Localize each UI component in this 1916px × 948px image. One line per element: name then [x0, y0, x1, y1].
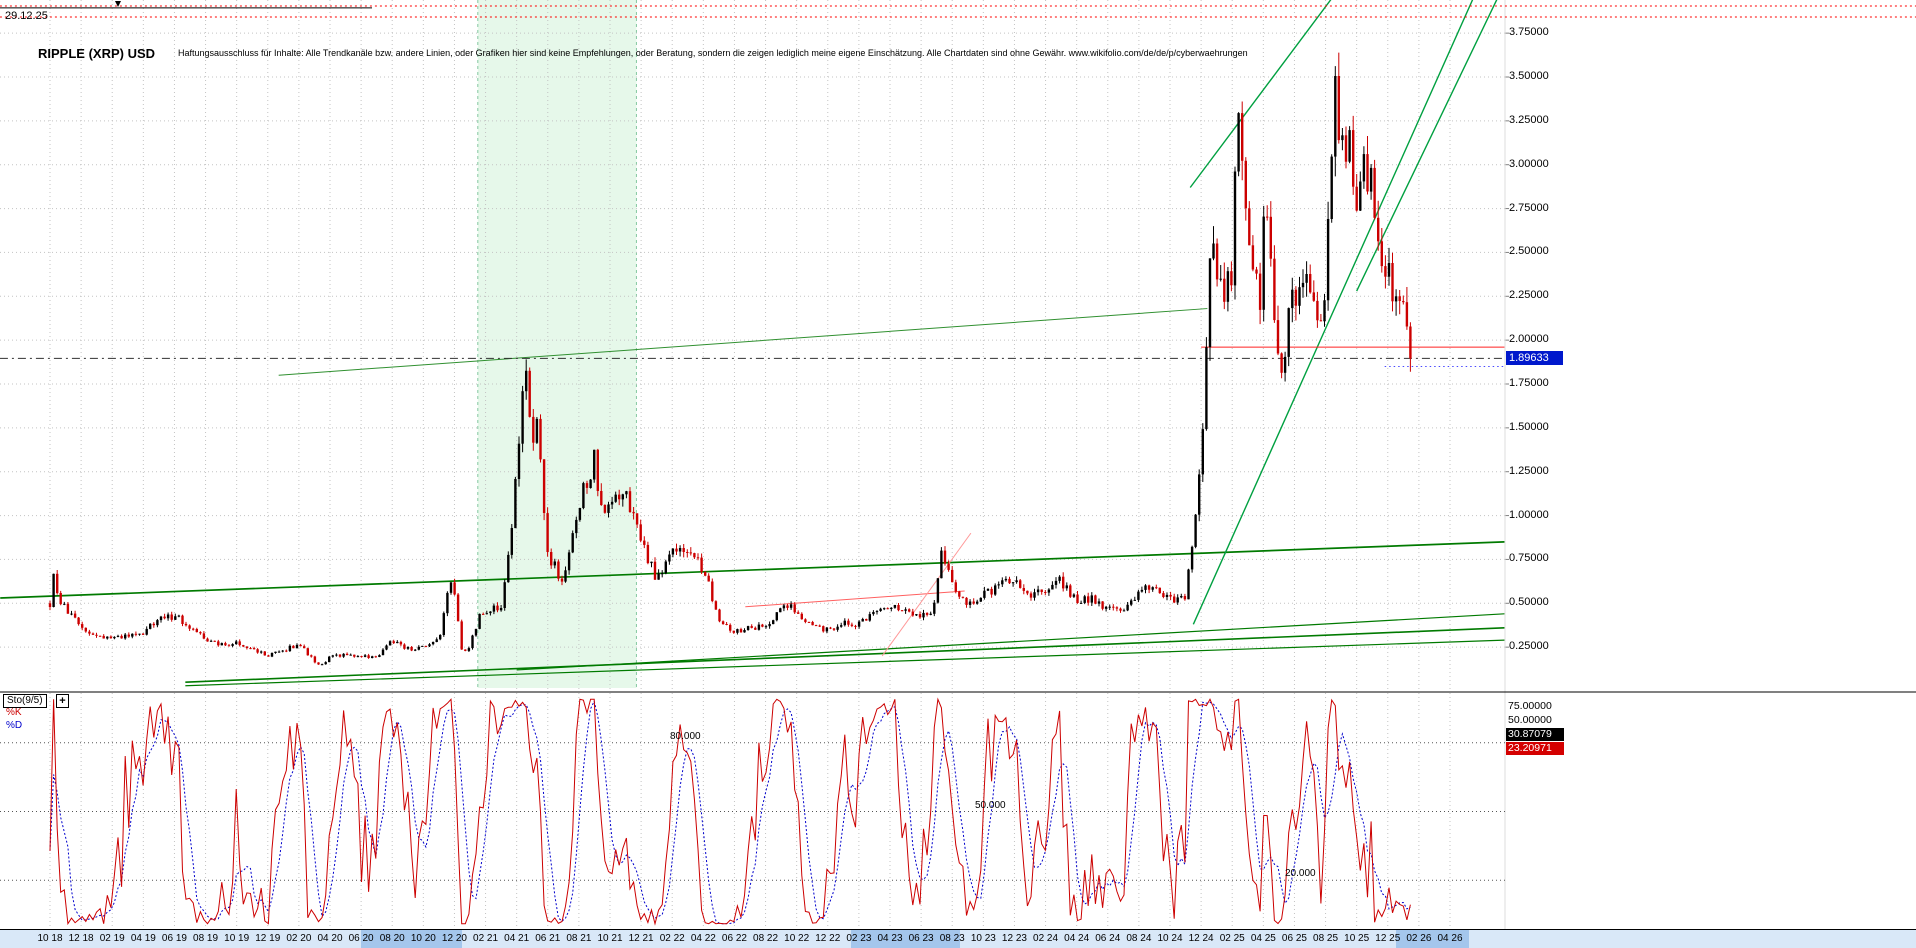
price-axis-label: 2.25000 [1509, 289, 1549, 302]
date-axis-label: 08 23 [939, 933, 965, 944]
date-axis-label: 04 19 [130, 933, 156, 944]
date-axis-label: 02 23 [846, 933, 872, 944]
date-axis-label: 06 25 [1281, 933, 1307, 944]
add-indicator-button[interactable]: + [56, 694, 69, 708]
gridlines [0, 0, 1509, 929]
date-axis-label: 10 20 [410, 933, 436, 944]
date-axis-label: 12 21 [628, 933, 654, 944]
date-axis-label: 12 24 [1188, 933, 1214, 944]
date-axis-label: 10 22 [784, 933, 810, 944]
date-axis-label: 12 25 [1375, 933, 1401, 944]
chart-date-label: 29.12.25 [5, 10, 48, 22]
date-axis-label: 06 20 [348, 933, 374, 944]
chart-title: RIPPLE (XRP) USD [38, 46, 156, 61]
price-axis-label: 1.00000 [1509, 508, 1549, 521]
date-axis-label: 12 22 [815, 933, 841, 944]
date-axis-label: 04 23 [877, 933, 903, 944]
price-axis-label: 0.25000 [1509, 640, 1549, 653]
date-axis-label: 04 21 [504, 933, 530, 944]
date-axis-label: 10 25 [1344, 933, 1370, 944]
date-axis-label: 06 24 [1095, 933, 1121, 944]
price-axis-label: 3.00000 [1509, 157, 1549, 170]
highlight-region [477, 0, 637, 688]
date-axis-label: 02 22 [659, 933, 685, 944]
price-axis-label: 2.50000 [1509, 245, 1549, 258]
date-axis-label: 06 22 [721, 933, 747, 944]
timeline-highlight [851, 930, 960, 948]
date-axis-label: 08 25 [1313, 933, 1339, 944]
price-axis-label: 0.50000 [1509, 596, 1549, 609]
stochastic-level-label: 80.000 [670, 730, 701, 742]
date-axis-label: 04 26 [1437, 933, 1463, 944]
last-price-tag: 1.89633 [1506, 351, 1563, 366]
timeline-highlight [361, 930, 463, 948]
price-axis-label: 3.75000 [1509, 26, 1549, 39]
panel-separators [0, 691, 1916, 930]
date-axis-label: 08 20 [379, 933, 405, 944]
timeline-highlight [1395, 930, 1469, 948]
date-axis-label: 02 26 [1406, 933, 1432, 944]
date-axis-label: 10 19 [224, 933, 250, 944]
date-axis-label: 02 19 [99, 933, 125, 944]
event-marker-icon [115, 1, 121, 7]
date-axis-label: 02 25 [1219, 933, 1245, 944]
stochastic-level-label: 20.000 [1285, 868, 1316, 880]
stochastic-panel[interactable] [0, 697, 1505, 926]
candlesticks[interactable] [48, 52, 1412, 666]
time-axis[interactable]: 10 18 12 18 02 19 04 19 06 19 08 19 10 19 12 19… [0, 930, 1916, 948]
price-axis-label: 3.25000 [1509, 113, 1549, 126]
horizontal-lines [0, 1, 1916, 367]
date-axis-label: 02 21 [473, 933, 499, 944]
date-axis-label: 02 24 [1033, 933, 1059, 944]
date-axis-label: 04 20 [317, 933, 343, 944]
disclaimer-text: Haftungsausschluss für Inhalte: Alle Tre… [178, 48, 1248, 58]
date-axis-label: 02 20 [286, 933, 312, 944]
date-axis-label: 08 19 [193, 933, 219, 944]
stochastic-indicator-button[interactable]: Sto(9/5) [3, 694, 47, 708]
date-axis-label: 10 24 [1157, 933, 1183, 944]
stochastic-scale-label-75: 75.00000 [1508, 700, 1552, 712]
price-axis-label: 2.75000 [1509, 201, 1549, 214]
stochastic-scale-label-50: 50.00000 [1508, 714, 1552, 726]
price-axis-label: 2.00000 [1509, 333, 1549, 346]
date-axis-label: 06 23 [908, 933, 934, 944]
stochastic-k-value: 30.87079 [1506, 728, 1564, 741]
date-axis-label: 10 18 [37, 933, 63, 944]
date-axis-label: 08 21 [566, 933, 592, 944]
date-axis-label: 12 20 [441, 933, 467, 944]
stochastic-k-legend: %K [6, 707, 22, 718]
date-axis-label: 08 24 [1126, 933, 1152, 944]
date-axis-label: 12 23 [1001, 933, 1027, 944]
date-axis-label: 12 18 [68, 933, 94, 944]
date-axis-label: 08 22 [753, 933, 779, 944]
price-axis-label: 1.75000 [1509, 376, 1549, 389]
stochastic-level-label: 50.000 [975, 799, 1006, 811]
price-axis-label: 1.25000 [1509, 464, 1549, 477]
date-axis-label: 04 24 [1064, 933, 1090, 944]
date-axis-label: 06 21 [535, 933, 561, 944]
date-axis-label: 10 23 [970, 933, 996, 944]
trend-lines [0, 0, 1505, 687]
price-axis-label: 1.50000 [1509, 420, 1549, 433]
price-axis-label: 0.75000 [1509, 552, 1549, 565]
date-axis-label: 10 21 [597, 933, 623, 944]
date-axis-label: 06 19 [161, 933, 187, 944]
stochastic-d-value: 23.20971 [1506, 742, 1564, 755]
date-axis-label: 04 25 [1250, 933, 1276, 944]
stochastic-d-legend: %D [6, 720, 23, 731]
date-axis-label: 12 19 [255, 933, 281, 944]
price-axis-label: 3.50000 [1509, 69, 1549, 82]
date-axis-label: 04 22 [690, 933, 716, 944]
